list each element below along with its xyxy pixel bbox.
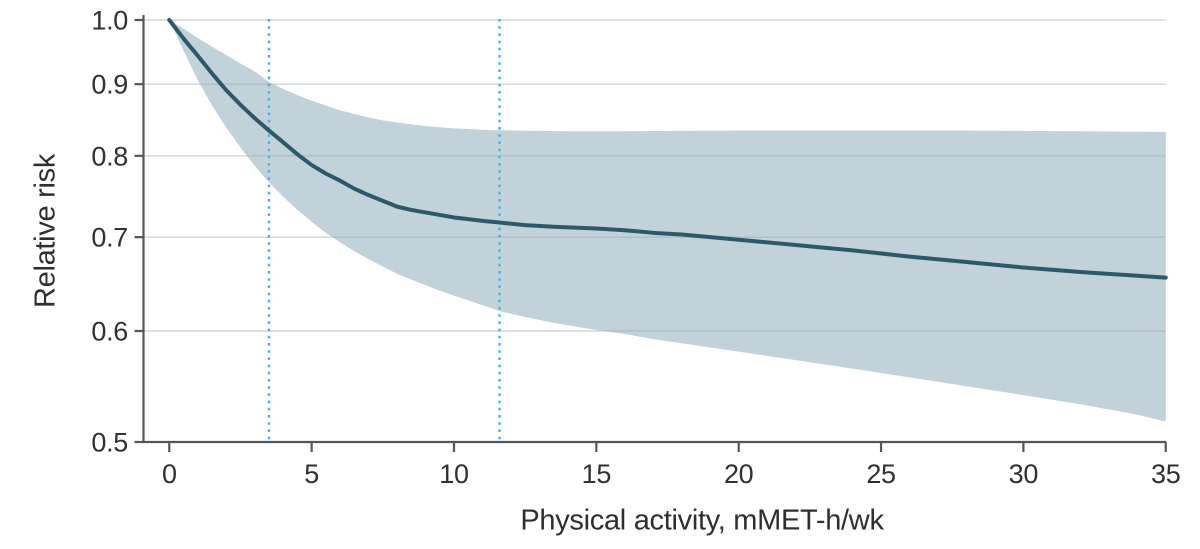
confidence-band xyxy=(169,20,1166,422)
x-tick-label-5: 5 xyxy=(304,459,319,489)
x-tick-label-30: 30 xyxy=(1009,459,1038,489)
x-tick-label-10: 10 xyxy=(439,459,468,489)
y-tick-label-0.6: 0.6 xyxy=(91,316,128,346)
x-tick-label-25: 25 xyxy=(866,459,895,489)
y-tick-label-0.7: 0.7 xyxy=(91,223,128,253)
y-tick-label-1.0: 1.0 xyxy=(91,6,128,36)
risk-curve xyxy=(167,18,1168,280)
x-tick-label-0: 0 xyxy=(162,459,177,489)
y-axis-title: Relative risk xyxy=(29,153,62,309)
x-tick-label-20: 20 xyxy=(724,459,753,489)
y-tick-label-0.5: 0.5 xyxy=(91,428,128,458)
x-tick-label-35: 35 xyxy=(1151,459,1180,489)
y-tick-label-0.8: 0.8 xyxy=(91,141,128,171)
y-tick-label-0.9: 0.9 xyxy=(91,70,128,100)
x-axis-title: Physical activity, mMET-h/wk xyxy=(520,504,884,537)
x-tick-label-15: 15 xyxy=(582,459,611,489)
